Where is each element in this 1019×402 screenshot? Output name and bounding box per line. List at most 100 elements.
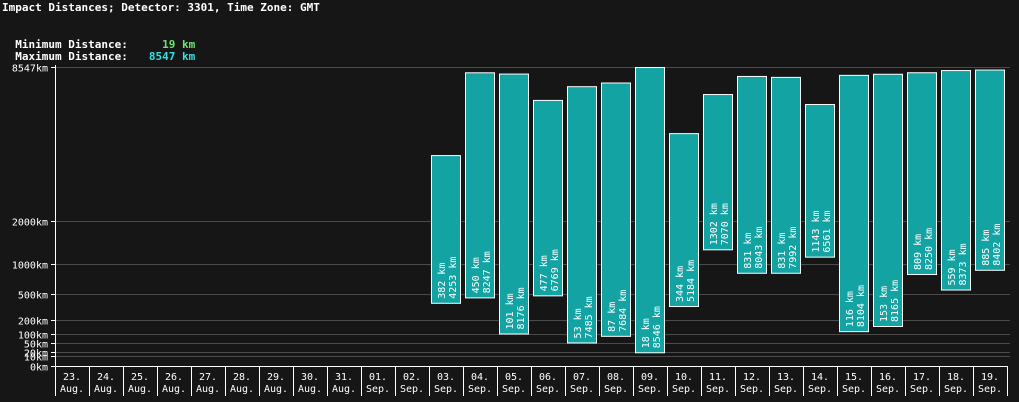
- minimum-distance-label: Minimum Distance:: [15, 38, 128, 51]
- bar-max-label: 8104 km: [856, 285, 867, 327]
- x-tick-month-label: Sep.: [434, 384, 458, 395]
- minimum-distance-value: 19 km: [162, 38, 196, 51]
- bar-min-label: 559 km: [947, 249, 958, 285]
- bar-min-label: 116 km: [845, 291, 856, 327]
- x-tick-month-label: Sep.: [468, 384, 492, 395]
- y-tick-label: 50km: [24, 340, 48, 351]
- x-tick-day-label: 29.: [267, 372, 285, 383]
- x-tick-month-label: Sep.: [536, 384, 560, 395]
- x-tick-month-label: Sep.: [944, 384, 968, 395]
- range-bar: [805, 104, 835, 258]
- bar-min-label: 18 km: [641, 318, 652, 348]
- x-tick-day-label: 11.: [709, 372, 727, 383]
- bar-max-label: 8546 km: [652, 306, 663, 348]
- x-tick-day-label: 01.: [369, 372, 387, 383]
- bar-max-label: 8402 km: [992, 224, 1003, 266]
- y-tick-label: 2000km: [12, 218, 48, 229]
- x-tick-day-label: 05.: [505, 372, 523, 383]
- bar-min-label: 87 km: [607, 302, 618, 332]
- x-tick-month-label: Sep.: [978, 384, 1002, 395]
- maximum-distance-value: 8547 km: [148, 50, 196, 63]
- bar-min-label: 1143 km: [811, 211, 822, 253]
- x-tick-month-label: Sep.: [366, 384, 390, 395]
- x-tick-month-label: Sep.: [910, 384, 934, 395]
- x-tick-day-label: 24.: [97, 372, 115, 383]
- range-bar: [567, 86, 597, 344]
- x-tick-day-label: 23.: [63, 372, 81, 383]
- x-tick-day-label: 19.: [981, 372, 999, 383]
- x-tick-month-label: Aug.: [332, 384, 356, 395]
- bar-min-label: 153 km: [879, 286, 890, 322]
- x-tick-day-label: 28.: [233, 372, 251, 383]
- x-tick-day-label: 27.: [199, 372, 217, 383]
- bar-max-label: 8165 km: [890, 280, 901, 322]
- y-tick-label: 10km: [24, 353, 48, 364]
- x-tick-day-label: 04.: [471, 372, 489, 383]
- bar-max-label: 8373 km: [958, 243, 969, 285]
- range-bar: [975, 69, 1005, 271]
- x-tick-day-label: 15.: [845, 372, 863, 383]
- x-tick-day-label: 08.: [607, 372, 625, 383]
- x-tick-day-label: 18.: [947, 372, 965, 383]
- x-tick-day-label: 09.: [641, 372, 659, 383]
- y-tick-label: 1000km: [12, 261, 48, 272]
- range-bar: [533, 99, 563, 297]
- x-tick-day-label: 17.: [913, 372, 931, 383]
- bar-min-label: 1302 km: [709, 203, 720, 245]
- x-tick-day-label: 10.: [675, 372, 693, 383]
- x-tick-day-label: 31.: [335, 372, 353, 383]
- maximum-distance-row: Maximum Distance: 8547 km: [2, 37, 195, 63]
- bar-min-label: 885 km: [981, 230, 992, 266]
- x-tick-month-label: Aug.: [60, 384, 84, 395]
- x-tick-month-label: Aug.: [196, 384, 220, 395]
- x-tick-month-label: Sep.: [706, 384, 730, 395]
- x-tick-day-label: 26.: [165, 372, 183, 383]
- y-tick-label: 200km: [18, 317, 48, 328]
- x-tick-month-label: Sep.: [604, 384, 628, 395]
- range-bar: [873, 73, 903, 327]
- bar-min-label: 831 km: [743, 233, 754, 269]
- bar-max-label: 7485 km: [584, 296, 595, 338]
- range-bar: [601, 82, 631, 337]
- range-bar: [499, 73, 529, 335]
- x-tick-day-label: 02.: [403, 372, 421, 383]
- bar-min-label: 382 km: [437, 263, 448, 299]
- x-tick-day-label: 03.: [437, 372, 455, 383]
- range-bar: [703, 94, 733, 251]
- x-tick-month-label: Sep.: [672, 384, 696, 395]
- maximum-distance-label: Maximum Distance:: [15, 50, 128, 63]
- bar-min-label: 53 km: [573, 308, 584, 338]
- x-tick-day-label: 06.: [539, 372, 557, 383]
- x-tick-month-label: Sep.: [740, 384, 764, 395]
- bar-max-label: 4253 km: [448, 257, 459, 299]
- range-bar: [465, 72, 495, 299]
- bar-min-label: 344 km: [675, 266, 686, 302]
- bar-max-label: 8247 km: [482, 251, 493, 293]
- range-bar: [839, 74, 869, 333]
- x-tick-month-label: Aug.: [128, 384, 152, 395]
- x-tick-month-label: Aug.: [162, 384, 186, 395]
- chart-title: Impact Distances; Detector: 3301, Time Z…: [2, 1, 320, 14]
- bar-max-label: 7992 km: [788, 227, 799, 269]
- bar-min-label: 101 km: [505, 293, 516, 329]
- y-tick-label: 20km: [24, 349, 48, 360]
- x-tick-day-label: 12.: [743, 372, 761, 383]
- x-tick-month-label: Aug.: [230, 384, 254, 395]
- x-tick-day-label: 25.: [131, 372, 149, 383]
- bar-max-label: 6769 km: [550, 249, 561, 291]
- bar-min-label: 809 km: [913, 234, 924, 270]
- bar-max-label: 7070 km: [720, 203, 731, 245]
- bar-min-label: 450 km: [471, 257, 482, 293]
- bar-max-label: 8176 km: [516, 287, 527, 329]
- y-tick-label: 0km: [30, 363, 48, 374]
- range-bar: [771, 76, 801, 274]
- range-bar: [737, 75, 767, 274]
- bar-max-label: 8250 km: [924, 228, 935, 270]
- bar-max-label: 5184 km: [686, 260, 697, 302]
- x-tick-day-label: 30.: [301, 372, 319, 383]
- x-tick-day-label: 13.: [777, 372, 795, 383]
- x-tick-day-label: 14.: [811, 372, 829, 383]
- x-tick-month-label: Sep.: [842, 384, 866, 395]
- x-tick-month-label: Sep.: [502, 384, 526, 395]
